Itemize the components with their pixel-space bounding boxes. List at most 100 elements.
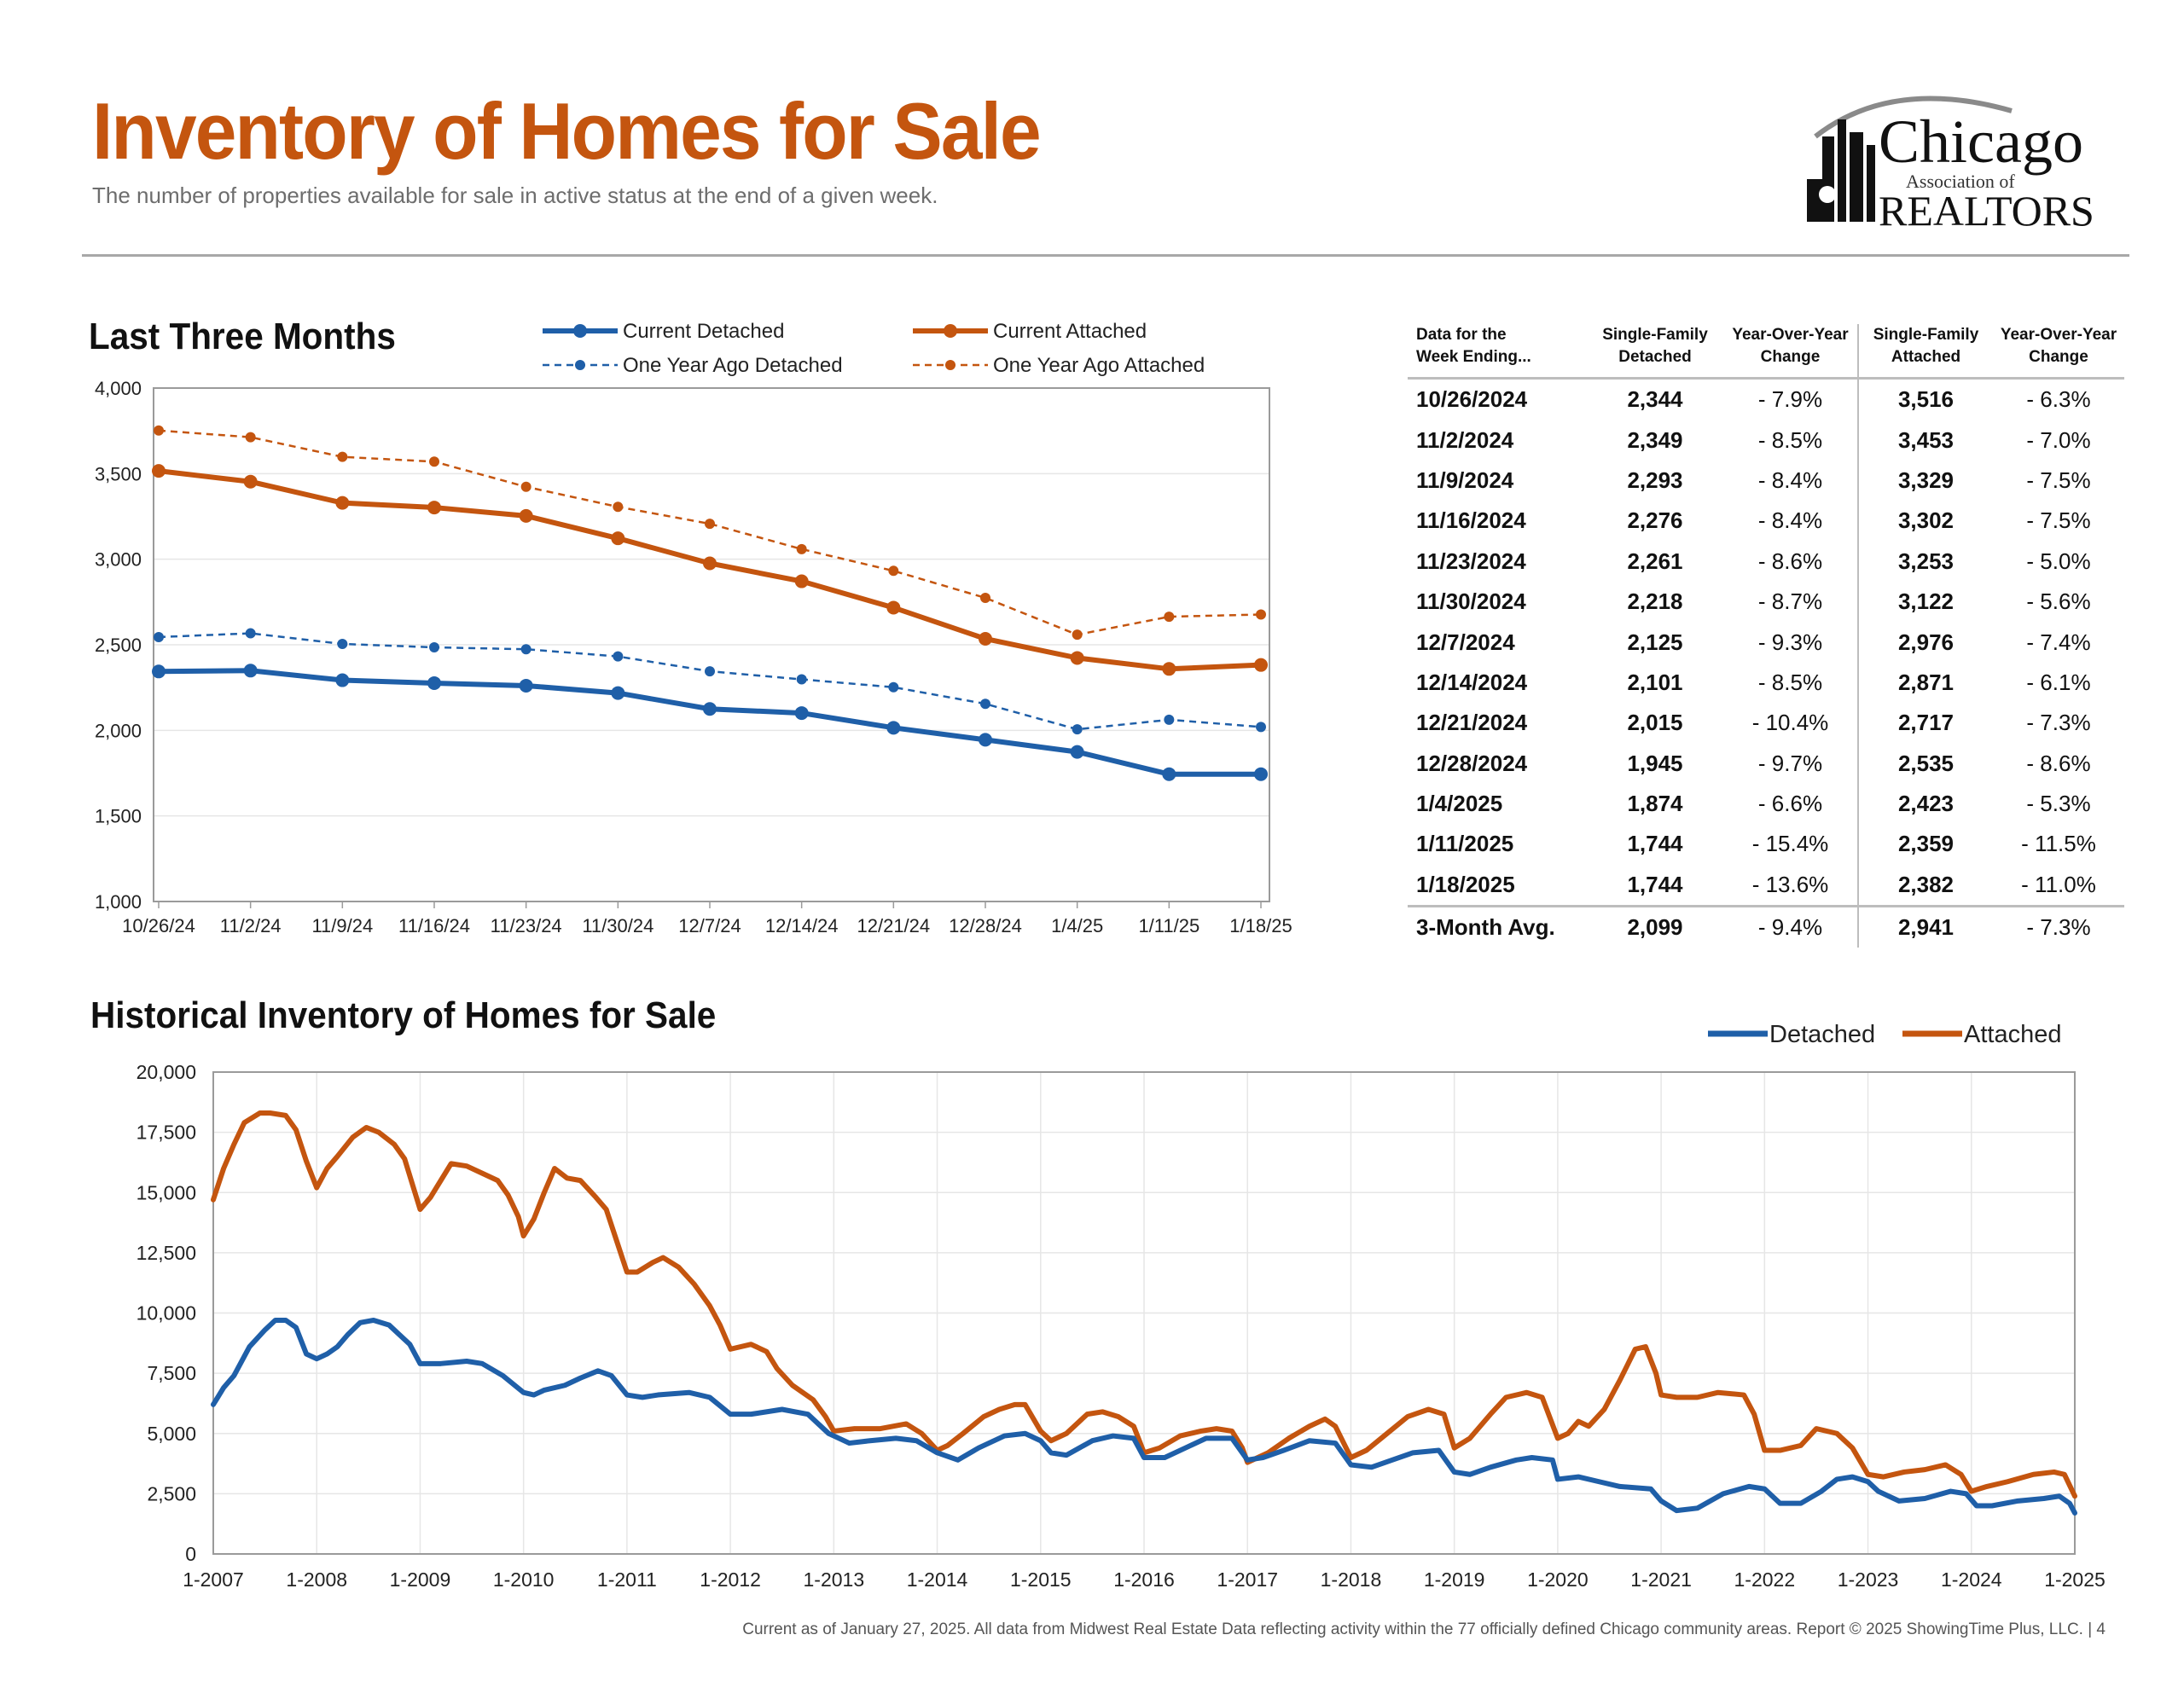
hist-x-tick: 1-2016: [1113, 1568, 1175, 1591]
recent-point: [611, 686, 625, 700]
detached-yoy-cell: - 8.4%: [1757, 507, 1823, 534]
recent-point: [243, 474, 258, 489]
table-row: 12/21/2024 2,015 - 10.4% 2,717 - 7.3%: [1408, 703, 2124, 744]
hist-x-tick: 1-2024: [1941, 1568, 2002, 1591]
table-row: 1/18/2025 1,744 - 13.6% 2,382 - 11.0%: [1408, 864, 2124, 907]
hist-x-tick: 1-2025: [2044, 1568, 2106, 1591]
hist-y-tick: 2,500: [147, 1482, 196, 1504]
attached-yoy-cell: - 6.1%: [2026, 669, 2091, 695]
recent-point: [337, 451, 348, 462]
detached-yoy-cell: - 13.6%: [1751, 871, 1829, 897]
hist-y-tick: 5,000: [147, 1423, 196, 1445]
table-row: 11/16/2024 2,276 - 8.4% 3,302 - 7.5%: [1408, 501, 2124, 542]
recent-point: [886, 721, 901, 735]
header-divider: [82, 254, 2129, 257]
hist-x-tick: 1-2015: [1010, 1568, 1072, 1591]
recent-point: [979, 733, 992, 747]
week-ending-cell: 12/7/2024: [1416, 629, 1515, 655]
hist-x-tick: 1-2013: [804, 1568, 865, 1591]
detached-cell: 2,218: [1627, 588, 1683, 615]
recent-plot-frame: [153, 387, 1270, 902]
attached-yoy-cell: - 8.6%: [2026, 750, 2091, 776]
footer-note: Current as of January 27, 2025. All data…: [742, 1620, 2106, 1638]
recent-point: [245, 628, 256, 639]
table-row: 11/2/2024 2,349 - 8.5% 3,453 - 7.0%: [1408, 420, 2124, 461]
recent-legend-marker: [573, 324, 587, 338]
table-row: 11/30/2024 2,218 - 8.7% 3,122 - 5.6%: [1408, 581, 2124, 623]
hist-legend-label: Detached: [1769, 1021, 1875, 1048]
recent-point: [520, 481, 531, 492]
attached-yoy-cell: - 7.5%: [2026, 467, 2091, 493]
hist-x-tick: 1-2009: [390, 1568, 451, 1591]
recent-point: [613, 501, 624, 513]
recent-legend-label: Current Attached: [993, 320, 1147, 343]
detached-yoy-cell: - 7.9%: [1757, 386, 1823, 413]
recent-point: [427, 675, 441, 690]
recent-x-tick: 11/16/24: [398, 915, 470, 936]
recent-point: [154, 425, 164, 436]
table-row: 1/4/2025 1,874 - 6.6% 2,423 - 5.3%: [1408, 783, 2124, 825]
svg-text:Association of: Association of: [1906, 171, 2015, 192]
attached-yoy-cell: - 11.5%: [2021, 831, 2096, 857]
detached-yoy-cell: - 8.6%: [1757, 548, 1823, 574]
week-ending-cell: 1/4/2025: [1416, 791, 1503, 817]
hist-x-tick: 1-2010: [493, 1568, 555, 1591]
recent-point: [335, 673, 350, 687]
hist-series-line-attached: [211, 1110, 2077, 1499]
table-header-row: Data for the Week Ending... Single-Family…: [1408, 324, 2124, 380]
header-attached: Single-Family Attached: [1857, 324, 1993, 380]
attached-cell: 2,535: [1857, 743, 1993, 784]
week-ending-cell: 10/26/2024: [1416, 386, 1528, 413]
week-ending-cell: 12/14/2024: [1416, 669, 1528, 695]
recent-legend-marker: [575, 360, 585, 370]
header-attached-yoy: Year-Over-Year Change: [1993, 324, 2124, 380]
recent-point: [429, 456, 439, 467]
attached-yoy-cell: - 7.0%: [2026, 426, 2091, 453]
recent-x-tick: 12/28/24: [949, 915, 1022, 936]
week-ending-cell: 11/9/2024: [1416, 467, 1514, 493]
attached-yoy-cell: - 7.3%: [2026, 710, 2091, 736]
recent-series-line-2: [158, 632, 1262, 731]
recent-point: [1254, 658, 1268, 672]
recent-x-tick: 12/14/24: [765, 915, 839, 936]
recent-legend-marker: [945, 360, 956, 370]
detached-cell: 2,101: [1627, 669, 1683, 695]
detached-cell: 2,125: [1627, 629, 1683, 655]
table-row: 12/7/2024 2,125 - 9.3% 2,976 - 7.4%: [1408, 622, 2124, 663]
table-row: 10/26/2024 2,344 - 7.9% 3,516 - 6.3%: [1408, 378, 2124, 420]
recent-legend-label: Current Detached: [623, 320, 784, 343]
week-ending-cell: 11/30/2024: [1416, 588, 1526, 615]
recent-point: [794, 706, 809, 721]
detached-cell: 2,293: [1627, 467, 1683, 493]
table-body: 10/26/2024 2,344 - 7.9% 3,516 - 6.3% 11/2/202…: [1408, 378, 2124, 948]
detached-yoy-cell: - 8.4%: [1757, 467, 1823, 493]
attached-cell: 2,382: [1857, 864, 1993, 907]
detached-yoy-cell: - 9.4%: [1723, 905, 1858, 948]
recent-point: [427, 501, 441, 515]
attached-cell: 3,302: [1857, 501, 1993, 542]
recent-point: [154, 631, 164, 642]
recent-point: [1162, 662, 1176, 676]
week-ending-cell: 11/2/2024: [1416, 426, 1514, 453]
week-ending-cell: 3-Month Avg.: [1408, 905, 1587, 948]
recent-point: [886, 600, 901, 615]
recent-x-tick: 12/21/24: [857, 915, 931, 936]
recent-point: [1256, 609, 1266, 620]
detached-yoy-cell: - 8.7%: [1757, 588, 1823, 615]
inventory-table: Data for the Week Ending... Single-Family…: [1408, 324, 2124, 948]
detached-cell: 1,744: [1627, 871, 1683, 897]
hist-y-tick: 17,500: [136, 1122, 196, 1144]
recent-y-tick: 4,000: [95, 378, 142, 399]
week-ending-cell: 1/11/2025: [1416, 831, 1514, 857]
detached-yoy-cell: - 15.4%: [1751, 831, 1829, 857]
recent-point: [335, 496, 350, 510]
recent-x-tick: 1/18/25: [1229, 915, 1292, 936]
detached-yoy-cell: - 8.5%: [1757, 426, 1823, 453]
recent-legend-marker: [944, 324, 957, 338]
header-week-ending: Data for the Week Ending...: [1408, 324, 1587, 380]
table-row: 12/28/2024 1,945 - 9.7% 2,535 - 8.6%: [1408, 743, 2124, 784]
attached-yoy-cell: - 7.3%: [1993, 905, 2124, 948]
detached-cell: 2,344: [1627, 386, 1683, 413]
week-ending-cell: 11/23/2024: [1416, 548, 1526, 574]
recent-point: [611, 531, 625, 546]
